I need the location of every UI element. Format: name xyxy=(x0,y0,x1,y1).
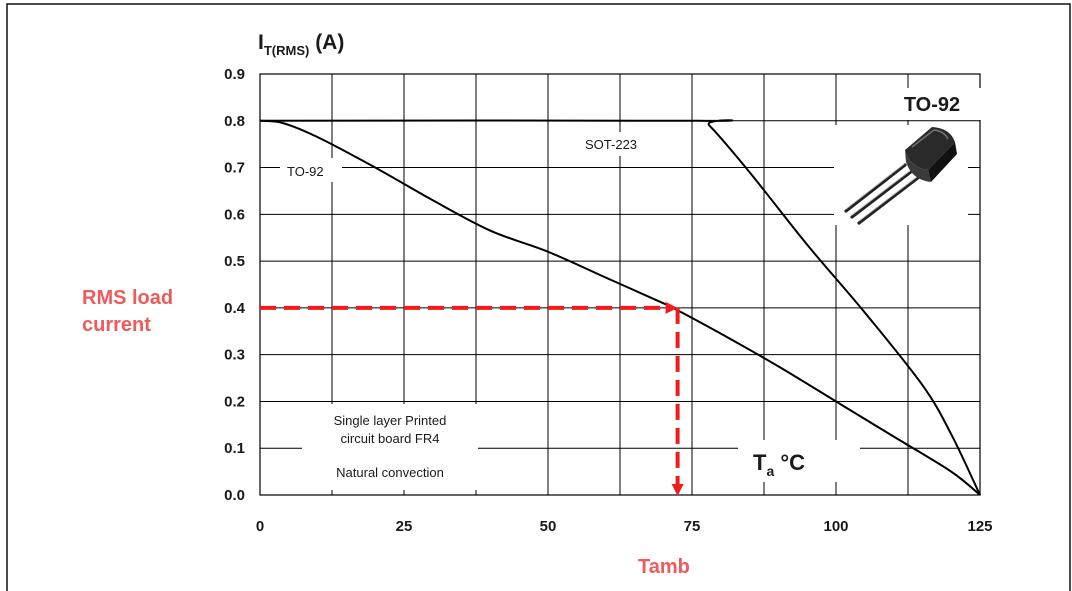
x-tick-label: 125 xyxy=(967,518,992,535)
convection-note: Natural convection xyxy=(336,465,444,480)
to92-label-bg xyxy=(280,158,342,182)
x-tick-label: 75 xyxy=(684,518,701,535)
to92-curve-label: TO-92 xyxy=(287,164,324,179)
ta-unit: °C xyxy=(780,450,805,475)
marker-vertical-arrow xyxy=(671,484,684,496)
to92-package-icon xyxy=(834,125,968,225)
marker-horizontal-arrow xyxy=(665,301,678,314)
board-note-bg xyxy=(302,404,478,490)
sot223-curve-label: SOT-223 xyxy=(585,137,637,152)
y-tick-label: 0.4 xyxy=(224,300,246,317)
package-title: TO-92 xyxy=(904,94,960,116)
rms-load-current-label-line2: current xyxy=(82,314,151,336)
y-tick-label: 0.9 xyxy=(224,66,245,83)
y-axis-title-main: I xyxy=(258,31,264,54)
tamb-label: Tamb xyxy=(638,556,690,578)
series-line-to-92 xyxy=(259,119,981,496)
y-axis-title-sub: T(RMS) xyxy=(264,43,310,58)
board-note-line2: circuit board FR4 xyxy=(341,431,440,446)
highlight-marker xyxy=(260,301,684,496)
y-tick-label: 0.5 xyxy=(224,253,245,270)
package-title-bg xyxy=(882,88,982,120)
ta-sub: a xyxy=(766,463,774,479)
y-tick-label: 0.2 xyxy=(224,393,245,410)
x-tick-label: 50 xyxy=(540,518,557,535)
ta-axis-annotation: Ta °C xyxy=(753,450,805,479)
plot-area-border xyxy=(259,73,981,496)
y-tick-label: 0.0 xyxy=(224,487,245,504)
x-tick-labels: 0 25 50 75 100 125 xyxy=(256,518,993,535)
figure-frame xyxy=(6,3,1071,591)
ta-main: T xyxy=(753,450,767,475)
y-tick-label: 0.1 xyxy=(224,440,245,457)
series-line-sot-223 xyxy=(259,119,981,496)
x-tick-label: 0 xyxy=(256,518,264,535)
y-axis-title: IT(RMS) (A) xyxy=(258,31,344,58)
x-tick-label: 25 xyxy=(396,518,413,535)
y-tick-label: 0.7 xyxy=(224,160,245,177)
board-note-line1: Single layer Printed xyxy=(334,413,447,428)
sot223-label-bg xyxy=(578,132,670,156)
y-tick-label: 0.8 xyxy=(224,113,245,130)
series-lines xyxy=(259,119,981,496)
y-axis-title-unit: (A) xyxy=(315,31,344,54)
x-tick-label: 100 xyxy=(823,518,848,535)
y-tick-label: 0.3 xyxy=(224,347,245,364)
y-tick-label: 0.6 xyxy=(224,206,245,223)
y-tick-labels: 0.0 0.1 0.2 0.3 0.4 0.5 0.6 0.7 0.8 0.9 xyxy=(224,66,246,504)
rms-load-current-label-line1: RMS load xyxy=(82,287,173,309)
ta-label-bg xyxy=(738,440,860,482)
